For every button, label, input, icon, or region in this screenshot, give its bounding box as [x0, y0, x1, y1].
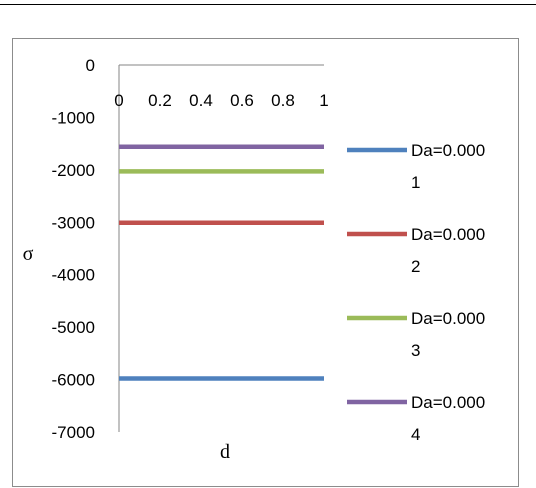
- x-tick-label: 0.2: [148, 91, 172, 110]
- y-tick-label: -7000: [52, 423, 95, 442]
- y-tick-label: -3000: [52, 213, 95, 232]
- x-tick-label: 1: [319, 91, 328, 110]
- top-rule: [0, 4, 536, 5]
- x-tick-labels: 0 0.2 0.4 0.6 0.8 1: [114, 91, 328, 110]
- y-tick-label: -4000: [52, 266, 95, 285]
- legend-label: Da=0.000 2: [411, 225, 485, 276]
- x-axis-label: d: [220, 441, 230, 463]
- legend-label: Da=0.000 4: [411, 393, 485, 444]
- chart-frame: [12, 38, 519, 487]
- y-tick-label: -5000: [52, 318, 95, 337]
- legend: Da=0.000 1 Da=0.000 2 Da=0.000 3 Da=0.000 4: [347, 141, 485, 444]
- y-tick-labels: 0 -1000 -2000 -3000 -4000 -5000 -6000 -7000: [52, 56, 95, 442]
- y-tick-label: -2000: [52, 161, 95, 180]
- y-tick-label: -1000: [52, 108, 95, 127]
- y-axis-label: σ: [23, 243, 34, 265]
- x-tick-label: 0: [114, 91, 123, 110]
- y-tick-label: -6000: [52, 371, 95, 390]
- legend-label: Da=0.000 3: [411, 309, 485, 360]
- y-tick-label: 0: [86, 56, 95, 75]
- x-tick-label: 0.4: [189, 91, 213, 110]
- series-lines: [119, 144, 324, 381]
- x-tick-label: 0.8: [271, 91, 295, 110]
- legend-label: Da=0.000 1: [411, 141, 485, 192]
- x-tick-label: 0.6: [230, 91, 254, 110]
